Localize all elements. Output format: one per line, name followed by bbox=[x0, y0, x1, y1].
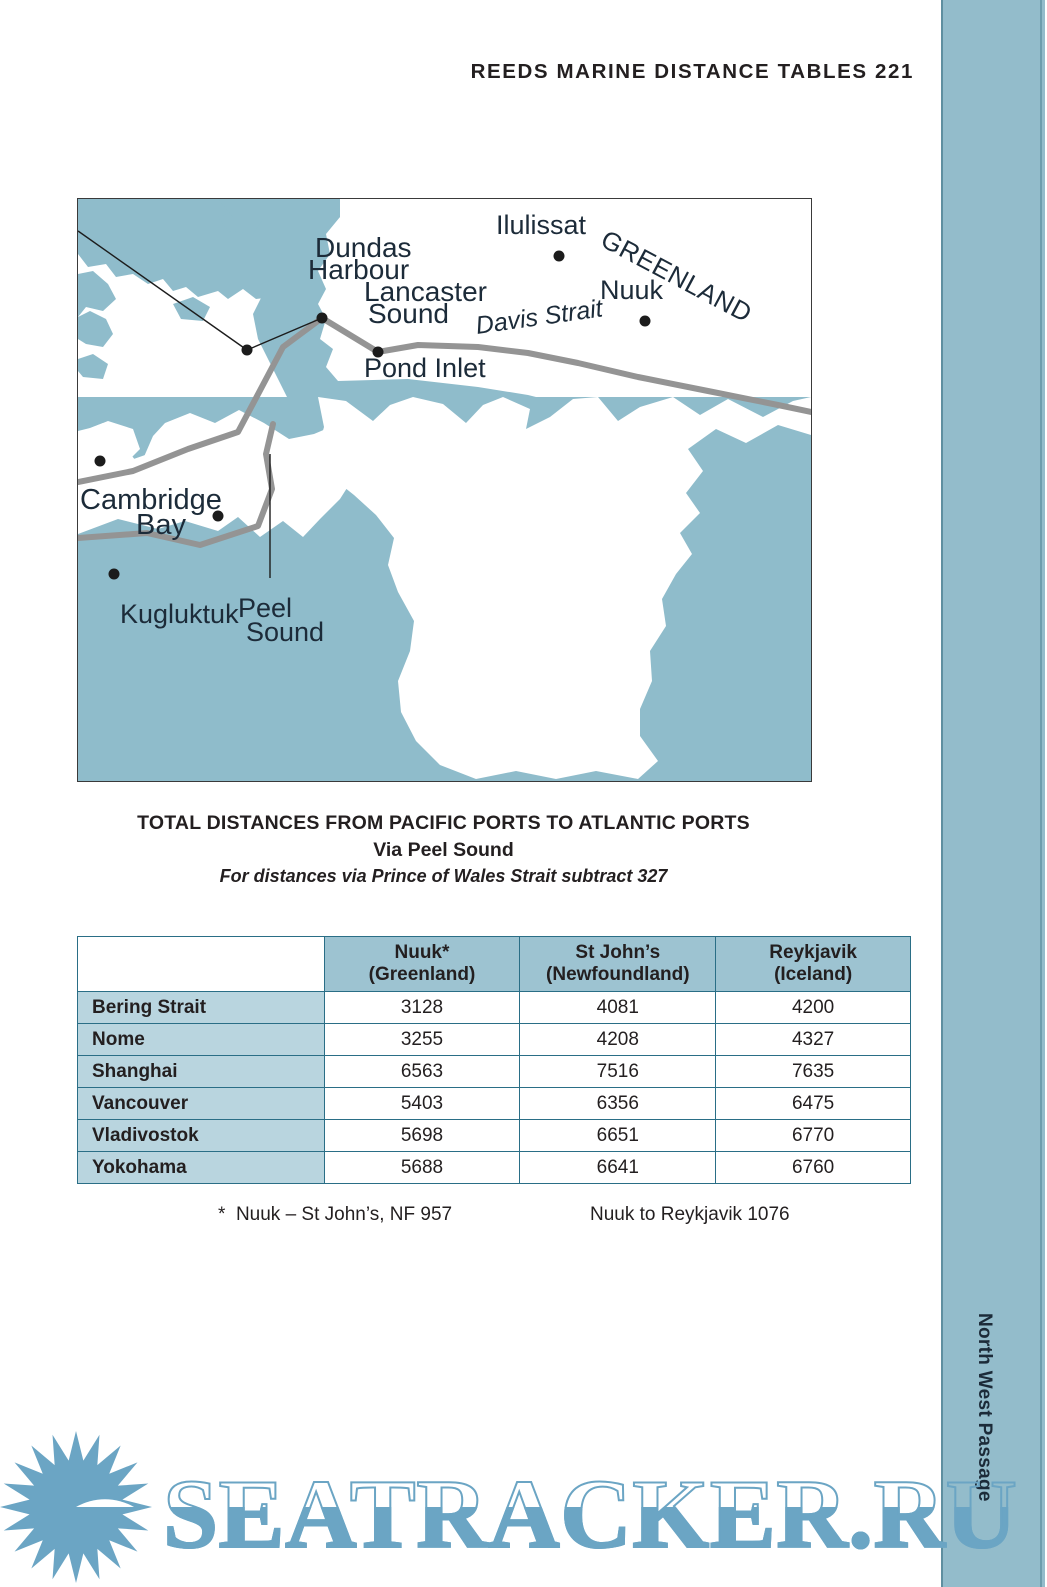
svg-text:Davis Strait: Davis Strait bbox=[474, 294, 606, 340]
svg-text:Ilulissat: Ilulissat bbox=[496, 210, 587, 240]
svg-text:Sound: Sound bbox=[246, 617, 324, 647]
svg-text:Bay: Bay bbox=[136, 509, 186, 541]
svg-text:Kugluktuk: Kugluktuk bbox=[120, 599, 239, 629]
svg-text:Pond Inlet: Pond Inlet bbox=[364, 353, 486, 383]
svg-text:Sound: Sound bbox=[368, 298, 449, 329]
